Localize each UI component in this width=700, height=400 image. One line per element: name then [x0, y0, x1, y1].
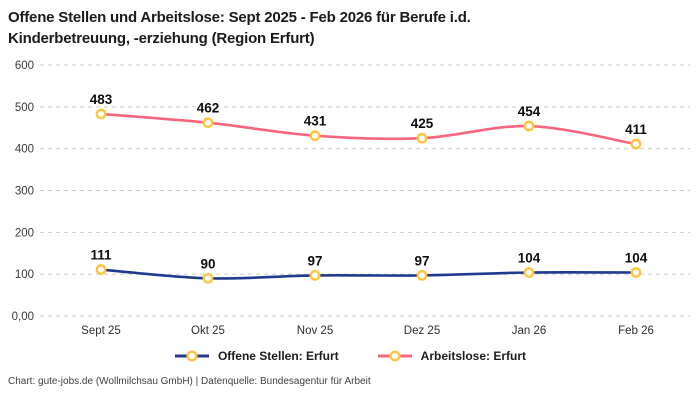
data-point-label: 104	[625, 250, 648, 265]
x-tick-label: Dez 25	[404, 325, 440, 337]
y-tick-label: 400	[15, 144, 34, 156]
x-tick-label: Jan 26	[512, 325, 547, 337]
data-point-marker	[309, 130, 321, 142]
data-point-label: 431	[304, 114, 327, 129]
series-line-offene-stellen-erfurt	[99, 268, 638, 280]
series-line-arbeitslose-erfurt	[99, 112, 638, 146]
x-tick-label: Sept 25	[81, 325, 121, 337]
data-point-label: 90	[200, 256, 215, 271]
chart-title: Offene Stellen und Arbeitslose: Sept 202…	[0, 0, 700, 49]
data-point-label: 97	[307, 253, 322, 268]
data-point-marker	[523, 120, 535, 132]
data-point-marker	[416, 132, 428, 144]
data-point-label: 483	[90, 92, 113, 107]
data-point-marker	[202, 117, 214, 129]
data-point-marker	[416, 270, 428, 281]
y-tick-label: 600	[15, 60, 34, 72]
data-point-label: 411	[625, 122, 647, 137]
y-tick-label: 200	[15, 227, 34, 239]
x-tick-label: Nov 25	[297, 325, 333, 337]
line-chart: 600 500 400 300 200 100 0,00 Sept 25 Okt 25 Nov 2…	[0, 49, 700, 345]
data-point-label: 111	[90, 248, 112, 263]
x-tick-label: Feb 26	[618, 325, 654, 337]
legend-item-arbeitslose: Arbeitslose: Erfurt	[377, 349, 526, 363]
data-point-label: 104	[518, 250, 541, 265]
data-point-marker	[309, 270, 321, 281]
legend-label-offene-stellen: Offene Stellen: Erfurt	[217, 349, 339, 363]
data-point-label: 454	[518, 104, 541, 119]
x-tick-label: Okt 25	[191, 325, 225, 337]
y-tick-label: 100	[15, 269, 34, 281]
y-tick-label: 500	[15, 102, 34, 114]
line-marker-icon	[377, 350, 412, 362]
y-tick-label: 0,00	[12, 311, 34, 323]
data-point-marker	[523, 267, 535, 278]
chart-title-line1: Offene Stellen und Arbeitslose: Sept 202…	[8, 9, 471, 26]
data-point-marker	[95, 108, 107, 120]
chart-title-line2: Kinderbetreuung, -erziehung (Region Erfu…	[8, 30, 315, 47]
data-point-marker	[630, 138, 642, 150]
data-point-marker	[95, 264, 107, 275]
legend-item-offene-stellen: Offene Stellen: Erfurt	[174, 349, 339, 363]
data-point-marker	[630, 267, 642, 278]
legend-label-arbeitslose: Arbeitslose: Erfurt	[420, 349, 527, 363]
data-point-label: 425	[411, 116, 434, 131]
line-marker-icon	[174, 350, 209, 362]
data-point-marker	[202, 272, 214, 284]
y-tick-label: 300	[15, 186, 34, 198]
data-point-label: 462	[197, 101, 220, 116]
legend: Offene Stellen: Erfurt Arbeitslose: Erfu…	[0, 349, 700, 363]
chart-canvas: 600 500 400 300 200 100 0,00 Sept 25 Okt 25 Nov 2…	[12, 60, 690, 337]
attribution: Chart: gute-jobs.de (Wollmilchsau GmbH) …	[8, 376, 371, 387]
data-point-label: 97	[414, 253, 429, 268]
